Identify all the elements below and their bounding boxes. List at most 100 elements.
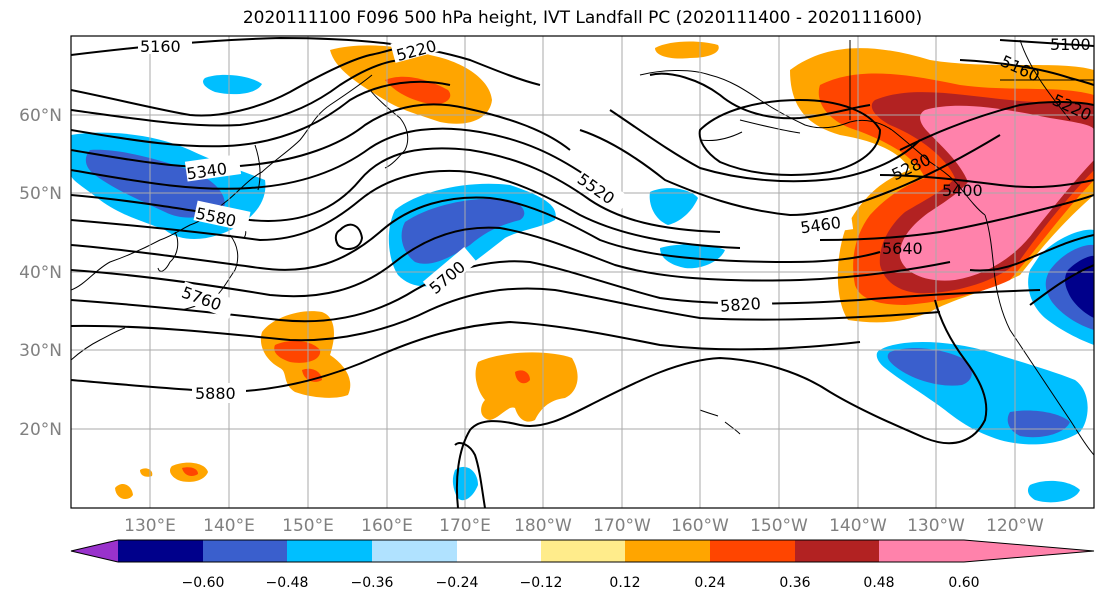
lat-tick-label: 60°N xyxy=(19,106,62,126)
coast-alaska xyxy=(639,69,893,131)
contour-5700 xyxy=(71,226,951,298)
coast-aleutians xyxy=(699,119,801,141)
contour-5100-e xyxy=(999,39,1094,47)
lat-ticks: 60°N 50°N 40°N 30°N 20°N xyxy=(19,106,62,440)
lon-tick-label: 160°E xyxy=(361,516,413,536)
contour-5760 xyxy=(71,196,881,271)
shade-pos-sw-1-core xyxy=(182,467,198,476)
colorbar-bin xyxy=(118,540,203,562)
lon-tick-label: 170°E xyxy=(439,516,491,536)
contour-low-alaska xyxy=(698,98,882,176)
contour-east-1 xyxy=(969,234,1094,272)
colorbar-extend-right xyxy=(964,540,1094,562)
contour-label-5880: 5880 xyxy=(195,384,236,403)
contour-label-5160: 5160 xyxy=(140,37,181,56)
lat-tick-label: 20°N xyxy=(19,420,62,440)
lat-tick-label: 40°N xyxy=(19,263,62,283)
lon-ticks: 130°E 140°E 150°E 160°E 170°E 180°W 170°… xyxy=(124,516,1044,536)
contour-label-5640: 5640 xyxy=(882,239,923,258)
lon-tick-label: 140°W xyxy=(829,516,887,536)
lon-tick-label: 160°W xyxy=(671,516,729,536)
contour-w6 xyxy=(71,169,741,249)
coast-hawaii xyxy=(699,409,741,435)
colorbar-extend-left xyxy=(71,540,118,562)
lon-tick-label: 180°W xyxy=(514,516,572,536)
colorbar-bin xyxy=(203,540,287,562)
lon-tick-label: 130°E xyxy=(124,516,176,536)
shade-neg-california-dark xyxy=(1065,255,1094,318)
contour-5820 xyxy=(71,260,1041,323)
colorbar-tick-label: −0.24 xyxy=(436,575,479,591)
coast-asia-mainland xyxy=(71,74,373,291)
contour-w1 xyxy=(71,59,401,127)
colorbar-tick-label: −0.48 xyxy=(266,575,309,591)
contour-east-2 xyxy=(1029,264,1094,306)
colorbar-bin xyxy=(710,540,795,562)
colorbar-tick-label: 0.12 xyxy=(609,575,640,591)
contour-gulf-1 xyxy=(609,109,921,183)
coast-bc xyxy=(891,129,986,216)
colorbar-bin xyxy=(287,540,372,562)
colorbar-bin xyxy=(879,540,964,562)
colorbar-bin xyxy=(457,540,541,562)
graticule xyxy=(71,36,1094,508)
lat-tick-label: 50°N xyxy=(19,184,62,204)
shade-pos-sw-3 xyxy=(140,468,153,477)
contour-5400 xyxy=(879,174,1094,189)
contour-5220-w xyxy=(71,37,441,117)
coast-kamchatka xyxy=(369,89,409,169)
shade-neg-southeast-corner xyxy=(1027,480,1080,503)
colorbar-outline xyxy=(70,539,1095,563)
contour-gulf-2 xyxy=(649,72,871,120)
lon-tick-label: 150°W xyxy=(750,516,808,536)
shade-pos-sw-2 xyxy=(115,484,133,500)
contour-5280 xyxy=(899,100,1094,151)
contour-low-loop xyxy=(334,223,364,251)
colorbar-tick-label: −0.60 xyxy=(182,575,225,591)
colorbar: −0.60 −0.48 −0.36 −0.24 −0.12 0.12 0.24 … xyxy=(70,539,1095,591)
shade-pos-alaska-small xyxy=(655,41,719,59)
coast-china-south xyxy=(71,327,126,361)
contour-label-5820: 5820 xyxy=(720,294,762,316)
colorbar-tick-label: −0.36 xyxy=(351,575,394,591)
contour-5640 xyxy=(819,194,1094,241)
map-area: 5160 5220 5340 5580 5760 5700 5520 5460 … xyxy=(71,35,1094,508)
shade-pos-central xyxy=(475,352,578,422)
colorbar-bin xyxy=(541,540,625,562)
colorbar-tick-label: −0.12 xyxy=(520,575,563,591)
contour-5460 xyxy=(579,129,1001,217)
contour-5160-e xyxy=(959,59,1094,86)
colorbar-bin xyxy=(625,540,710,562)
coastlines xyxy=(71,39,1094,456)
shade-neg-southeast-core xyxy=(887,348,972,386)
colorbar-bin xyxy=(372,540,457,562)
shade-pos-bonin-core xyxy=(274,340,321,363)
lon-tick-label: 170°W xyxy=(593,516,651,536)
map-frame xyxy=(70,35,1095,509)
lon-tick-label: 120°W xyxy=(986,516,1044,536)
shade-neg-kamchatka xyxy=(203,74,262,95)
contour-south-loop2 xyxy=(454,442,486,508)
contour-w9 xyxy=(71,287,941,342)
coast-sakhalin xyxy=(254,144,261,191)
contour-5820-loop xyxy=(455,299,988,508)
contour-label-5400: 5400 xyxy=(942,181,983,200)
lon-tick-label: 140°E xyxy=(203,516,255,536)
colorbar-tick-label: 0.36 xyxy=(779,575,810,591)
contour-w4 xyxy=(71,127,586,190)
shade-neg-gulf-small xyxy=(649,188,698,225)
contour-w2 xyxy=(71,80,451,148)
colorbar-tick-label: 0.24 xyxy=(694,575,725,591)
colorbar-bin xyxy=(795,540,879,562)
shade-neg-central-core xyxy=(401,198,525,264)
colorbar-tick-label: 0.48 xyxy=(863,575,894,591)
shade-neg-hawaii-north xyxy=(660,244,725,269)
height-contours xyxy=(71,36,1094,508)
lon-tick-label: 130°W xyxy=(907,516,965,536)
colorbar-tick-label: 0.60 xyxy=(948,575,979,591)
shade-neg-southeast-core2 xyxy=(1007,410,1070,438)
contour-5340 xyxy=(71,103,571,169)
contour-label-5100: 5100 xyxy=(1050,35,1091,54)
lat-tick-label: 30°N xyxy=(19,341,62,361)
